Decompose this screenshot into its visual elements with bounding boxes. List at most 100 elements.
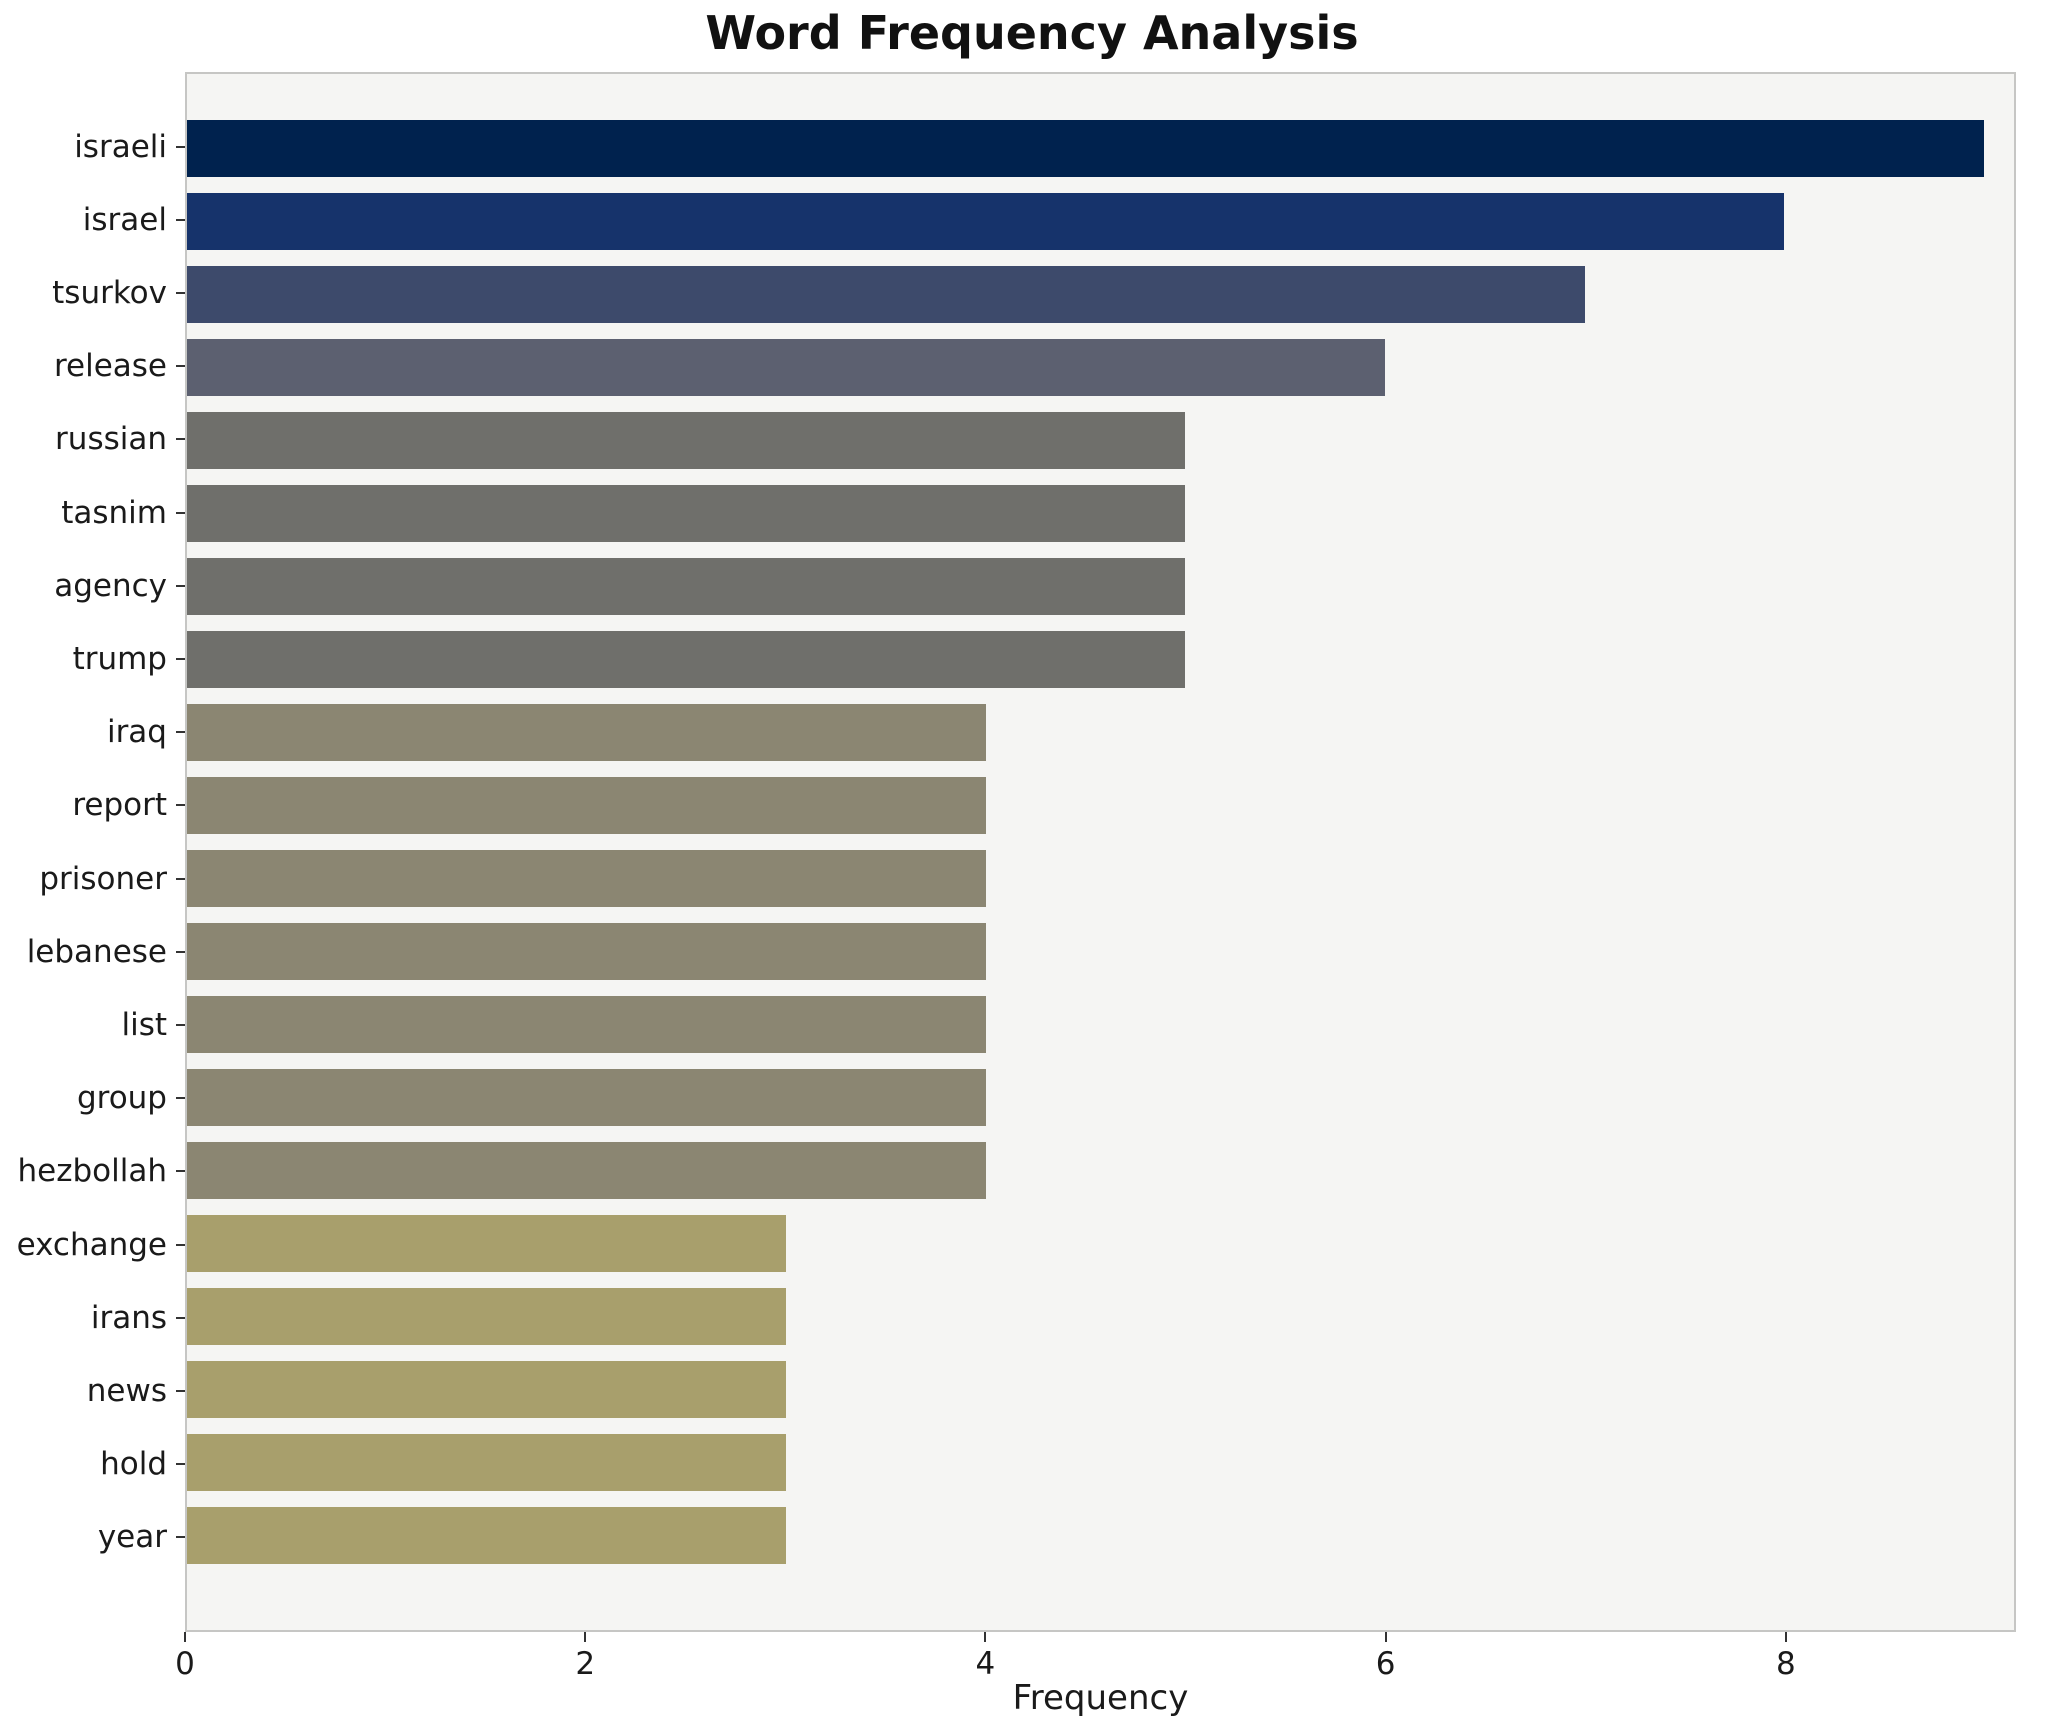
y-tick-row: group — [0, 1062, 185, 1135]
y-tick-row: release — [0, 330, 185, 403]
y-tick-label: exchange — [16, 1226, 167, 1263]
y-tick-mark — [176, 292, 185, 294]
y-tick-mark — [176, 438, 185, 441]
y-tick-row: israel — [0, 183, 185, 256]
y-tick-mark — [176, 1390, 185, 1393]
y-tick-row: russian — [0, 403, 185, 476]
x-tick-label: 4 — [975, 1646, 996, 1682]
bar-iraq — [187, 704, 986, 761]
y-tick-row: irans — [0, 1281, 185, 1354]
y-tick-label: iraq — [106, 714, 167, 751]
y-tick-mark — [176, 1463, 185, 1466]
x-tick-mark — [184, 1632, 186, 1642]
y-tick-mark — [176, 1316, 185, 1319]
y-tick-label: year — [97, 1519, 167, 1556]
x-tick-label: 6 — [1375, 1646, 1396, 1682]
y-tick-label: report — [72, 787, 167, 824]
y-tick-row: report — [0, 769, 185, 842]
bar-row — [187, 1134, 2014, 1207]
y-tick-mark — [176, 584, 185, 587]
y-tick-row: israeli — [0, 110, 185, 183]
bar-hezbollah — [187, 1142, 986, 1199]
y-tick-label: tsurkov — [52, 275, 167, 311]
x-tick-label: 8 — [1775, 1646, 1796, 1682]
bar-group — [187, 1069, 986, 1126]
y-tick-label: hezbollah — [17, 1153, 167, 1190]
chart-title: Word Frequency Analysis — [705, 6, 1359, 60]
y-tick-mark — [176, 658, 185, 661]
y-tick-row: hezbollah — [0, 1135, 185, 1208]
y-tick-row: list — [0, 988, 185, 1061]
bar-row — [187, 258, 2014, 331]
y-tick-row: exchange — [0, 1208, 185, 1281]
bar-row — [187, 1280, 2014, 1353]
y-tick-mark — [176, 218, 185, 221]
bar-row — [187, 1207, 2014, 1280]
bar-row — [187, 623, 2014, 696]
y-tick-row: iraq — [0, 696, 185, 769]
bar-row — [187, 1426, 2014, 1499]
x-axis-label-container: Frequency — [185, 1678, 2016, 1718]
y-tick-label: agency — [54, 567, 167, 604]
bar-tsurkov — [187, 266, 1585, 323]
y-tick-label: irans — [90, 1299, 167, 1336]
y-tick-mark — [176, 1243, 185, 1246]
bar-row — [187, 842, 2014, 915]
x-tick-label: 0 — [175, 1646, 195, 1682]
bar-row — [187, 1353, 2014, 1426]
bar-row — [187, 477, 2014, 550]
y-tick-mark — [176, 731, 185, 734]
y-tick-label: prisoner — [39, 860, 167, 897]
y-tick-mark — [176, 950, 185, 953]
plot-area — [185, 72, 2016, 1632]
x-tick-label: 2 — [575, 1646, 596, 1682]
bar-agency — [187, 558, 1186, 615]
bar-row — [187, 769, 2014, 842]
y-tick-label: lebanese — [26, 933, 167, 970]
y-tick-label: hold — [100, 1446, 167, 1483]
bar-russian — [187, 412, 1186, 469]
bar-row — [187, 404, 2014, 477]
y-tick-label: tasnim — [61, 494, 167, 531]
x-tick-mark — [1384, 1632, 1387, 1642]
bar-trump — [187, 631, 1186, 688]
x-tick-mark — [984, 1632, 987, 1642]
y-tick-row: prisoner — [0, 842, 185, 915]
y-tick-label: israel — [82, 201, 167, 238]
y-tick-mark — [176, 1170, 185, 1173]
y-tick-mark — [176, 365, 185, 368]
y-tick-row: trump — [0, 622, 185, 695]
y-tick-row: agency — [0, 549, 185, 622]
y-tick-row: news — [0, 1354, 185, 1427]
bar-row — [187, 550, 2014, 623]
y-tick-label: news — [86, 1373, 167, 1410]
y-tick-row: hold — [0, 1428, 185, 1501]
y-tick-label: group — [76, 1080, 167, 1117]
bar-year — [187, 1507, 787, 1564]
y-tick-mark — [176, 1536, 185, 1539]
y-tick-mark — [176, 145, 185, 148]
bar-israel — [187, 193, 1785, 250]
bar-tasnim — [187, 485, 1186, 542]
y-tick-row: year — [0, 1501, 185, 1574]
y-tick-label: release — [53, 348, 167, 385]
y-tick-row: lebanese — [0, 915, 185, 988]
bar-news — [187, 1361, 787, 1418]
y-tick-label: trump — [72, 641, 167, 678]
y-tick-mark — [176, 511, 185, 514]
bar-row — [187, 112, 2014, 185]
y-tick-row: tsurkov — [0, 256, 185, 329]
bar-lebanese — [187, 923, 986, 980]
y-tick-label: israeli — [74, 128, 167, 165]
bar-row — [187, 696, 2014, 769]
bar-row — [187, 988, 2014, 1061]
y-tick-label: russian — [55, 421, 167, 458]
y-tick-mark — [176, 1097, 185, 1100]
bar-list — [187, 996, 986, 1053]
bar-israeli — [187, 120, 1985, 177]
y-tick-row: tasnim — [0, 476, 185, 549]
bar-row — [187, 185, 2014, 258]
bar-row — [187, 1061, 2014, 1134]
y-tick-mark — [176, 804, 185, 807]
